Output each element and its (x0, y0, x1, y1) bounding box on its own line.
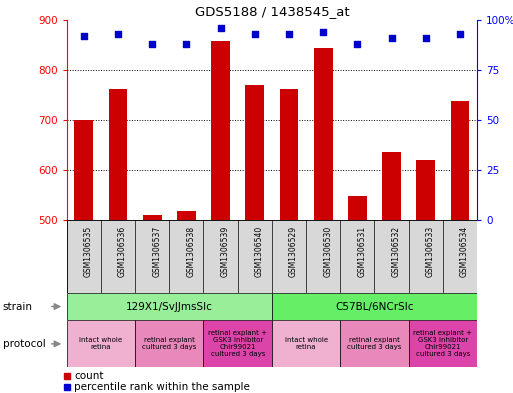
Bar (382, 152, 401, 393)
Text: percentile rank within the sample: percentile rank within the sample (74, 382, 250, 392)
Bar (109, 89, 127, 393)
Bar (314, 48, 332, 393)
Point (80, 33, 88, 39)
Bar (340, 320, 409, 367)
Text: count: count (74, 371, 104, 382)
Title: GDS5188 / 1438545_at: GDS5188 / 1438545_at (194, 6, 349, 18)
Text: protocol: protocol (3, 339, 45, 349)
Bar (67, 320, 135, 367)
Bar (143, 215, 162, 393)
Point (456, 31, 464, 37)
Bar (204, 320, 272, 367)
Text: GSM1306538: GSM1306538 (186, 226, 195, 277)
Text: intact whole
retina: intact whole retina (80, 337, 123, 351)
Text: C57BL/6NCrSlc: C57BL/6NCrSlc (335, 301, 414, 312)
Text: GSM1306540: GSM1306540 (255, 226, 264, 277)
Text: GSM1306533: GSM1306533 (426, 226, 435, 277)
Text: 129X1/SvJJmsSlc: 129X1/SvJJmsSlc (126, 301, 213, 312)
Bar (272, 293, 477, 320)
Text: GSM1306531: GSM1306531 (358, 226, 366, 277)
Text: retinal explant
cultured 3 days: retinal explant cultured 3 days (142, 337, 196, 351)
Bar (348, 196, 367, 393)
Point (285, 31, 293, 37)
Text: retinal explant +
GSK3 inhibitor
Chir99021
cultured 3 days: retinal explant + GSK3 inhibitor Chir990… (208, 331, 267, 357)
Bar (211, 41, 230, 393)
Bar (67, 293, 272, 320)
Text: intact whole
retina: intact whole retina (285, 337, 328, 351)
Point (114, 31, 122, 37)
Text: GSM1306535: GSM1306535 (84, 226, 93, 277)
Text: retinal explant
cultured 3 days: retinal explant cultured 3 days (347, 337, 402, 351)
Text: GSM1306532: GSM1306532 (391, 226, 401, 277)
Text: GSM1306539: GSM1306539 (221, 226, 230, 277)
Bar (450, 101, 469, 393)
Text: GSM1306537: GSM1306537 (152, 226, 161, 277)
Bar (135, 320, 204, 367)
Bar (280, 89, 299, 393)
Bar (245, 85, 264, 393)
Bar (417, 160, 435, 393)
Bar (177, 211, 196, 393)
Point (319, 29, 327, 35)
Point (251, 31, 259, 37)
Bar (74, 120, 93, 393)
Text: GSM1306536: GSM1306536 (118, 226, 127, 277)
Text: GSM1306529: GSM1306529 (289, 226, 298, 277)
Point (148, 40, 156, 47)
Point (353, 40, 362, 47)
Text: strain: strain (3, 301, 32, 312)
Point (182, 40, 190, 47)
Text: GSM1306530: GSM1306530 (323, 226, 332, 277)
Point (387, 35, 396, 41)
Text: retinal explant +
GSK3 inhibitor
Chir99021
cultured 3 days: retinal explant + GSK3 inhibitor Chir990… (413, 331, 472, 357)
Text: GSM1306534: GSM1306534 (460, 226, 469, 277)
Bar (272, 320, 340, 367)
Point (216, 24, 225, 31)
Point (422, 35, 430, 41)
Bar (409, 320, 477, 367)
